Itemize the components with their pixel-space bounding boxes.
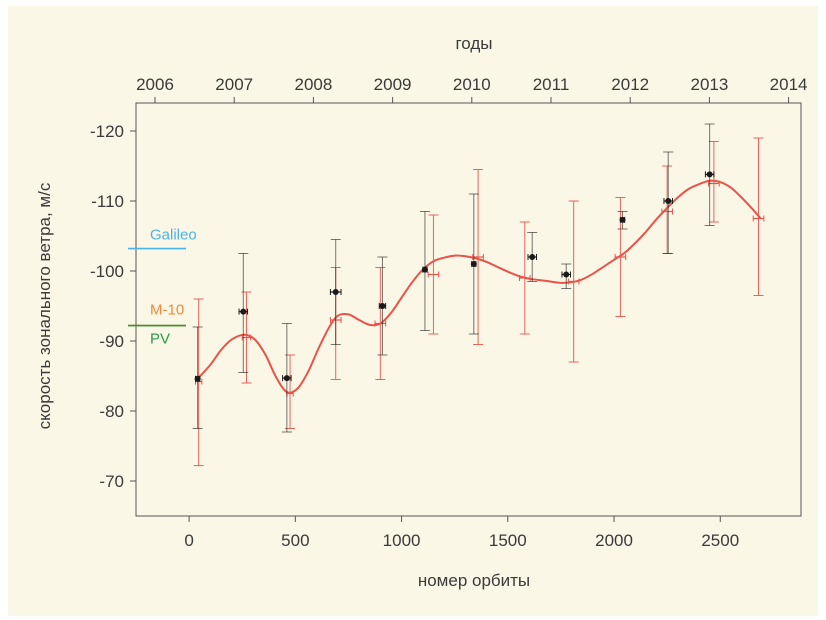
chart-panel xyxy=(8,6,818,616)
black-series-marker xyxy=(240,308,247,315)
black-series-marker xyxy=(421,266,428,273)
y-axis-label: скорость зонального ветра, м/с xyxy=(35,182,54,429)
x-tick-label: 2000 xyxy=(595,531,633,550)
y-tick-label: -90 xyxy=(99,332,124,351)
red-series-point xyxy=(193,298,204,467)
x-tick-label: 2500 xyxy=(701,531,739,550)
black-series-marker xyxy=(194,375,201,382)
black-series-point xyxy=(419,211,430,331)
black-series xyxy=(192,123,715,433)
reference-label: Galileo xyxy=(150,227,197,244)
y-tick-label: -80 xyxy=(99,402,124,421)
black-series-point xyxy=(468,193,479,335)
red-series-point xyxy=(241,291,252,384)
black-series-marker xyxy=(470,261,477,267)
black-series-point xyxy=(617,211,628,230)
trend-line xyxy=(196,179,762,394)
black-series-point xyxy=(527,232,538,282)
y-tick-label: -110 xyxy=(91,192,124,211)
top-axis-label: годы xyxy=(455,34,492,53)
black-series-point xyxy=(377,256,388,356)
top-tick-label: 2014 xyxy=(770,75,808,94)
top-tick-label: 2010 xyxy=(453,75,491,94)
red-series-point xyxy=(567,200,580,363)
black-series-point xyxy=(238,253,249,373)
trend-curve xyxy=(196,179,762,394)
black-series-marker xyxy=(283,375,290,382)
black-series-marker xyxy=(665,198,672,204)
red-series-point xyxy=(374,267,387,380)
red-series-point xyxy=(708,141,720,223)
top-tick-label: 2012 xyxy=(611,75,649,94)
black-series-point xyxy=(561,263,572,289)
black-series-point xyxy=(281,323,292,433)
x-tick-label: 0 xyxy=(184,531,193,550)
red-series-point xyxy=(427,214,440,335)
black-series-marker xyxy=(529,254,536,260)
plot-frame xyxy=(135,102,802,517)
black-series-point xyxy=(704,123,715,226)
red-series-point xyxy=(472,169,484,345)
black-series-marker xyxy=(379,303,386,309)
axis-ticks: 0 500 1000 1500 2000 2500 -70 -80 -90 -100 -110 -12… xyxy=(90,75,808,550)
black-series-point xyxy=(329,239,342,345)
red-series-point xyxy=(661,165,673,254)
black-series-marker xyxy=(619,216,626,223)
top-tick-label: 2007 xyxy=(215,75,253,94)
red-series-point xyxy=(752,137,765,296)
y-tick-label: -120 xyxy=(90,122,124,141)
x-tick-label: 500 xyxy=(281,531,309,550)
x-tick-label: 1000 xyxy=(383,531,421,550)
red-series xyxy=(193,137,765,467)
y-tick-label: -100 xyxy=(90,262,124,281)
red-series-point xyxy=(614,197,627,317)
reference-label: PV xyxy=(150,331,170,348)
x-tick-label: 1500 xyxy=(489,531,527,550)
top-tick-label: 2006 xyxy=(136,75,174,94)
top-tick-label: 2009 xyxy=(374,75,412,94)
black-series-point xyxy=(663,151,674,254)
black-series-marker xyxy=(563,271,570,278)
red-series-point xyxy=(518,221,531,335)
black-series-point xyxy=(192,326,203,429)
top-tick-label: 2011 xyxy=(533,75,570,94)
x-axis-label: номер орбиты xyxy=(418,571,530,590)
reference-label: M-10 xyxy=(150,302,184,319)
black-series-marker xyxy=(706,171,713,178)
top-tick-label: 2013 xyxy=(690,75,728,94)
y-tick-label: -70 xyxy=(99,472,124,491)
top-tick-label: 2008 xyxy=(294,75,332,94)
reference-lines: Galileo M-10 PV xyxy=(128,227,197,348)
black-series-marker xyxy=(332,289,339,295)
